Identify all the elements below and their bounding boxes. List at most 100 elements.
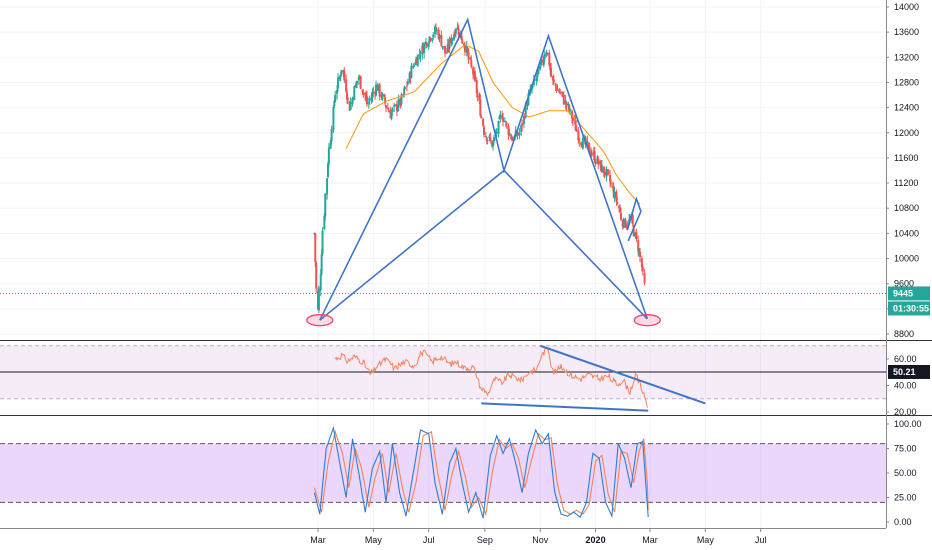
rsi-trend-line[interactable]	[481, 402, 649, 412]
candle-body	[367, 102, 370, 104]
candle-body	[453, 34, 456, 40]
highlight-ellipse[interactable]	[306, 314, 334, 327]
candle-body	[357, 76, 360, 80]
rsi-pane[interactable]	[0, 344, 886, 412]
candle-body	[404, 87, 407, 89]
candle-body	[451, 37, 454, 43]
candle-body	[323, 215, 326, 230]
candle-body	[475, 80, 478, 94]
price-pane[interactable]	[0, 17, 886, 327]
candle-body	[543, 54, 546, 59]
price-tick-label: 13600	[894, 27, 919, 37]
pattern-line[interactable]	[319, 169, 648, 321]
candle-body	[339, 75, 342, 78]
stoch-tick-label: 25.00	[894, 493, 917, 503]
candle-body	[554, 83, 557, 86]
candle-body	[466, 47, 469, 54]
candle-body	[413, 65, 416, 67]
candle-body	[423, 43, 426, 54]
candle-body	[558, 89, 561, 93]
stoch-tick-label: 100.00	[894, 419, 922, 429]
candle-body	[406, 81, 409, 85]
candle-body	[334, 94, 337, 102]
time-tick-label: Jul	[423, 535, 435, 545]
candle-body	[470, 59, 473, 67]
candle-body	[333, 100, 336, 106]
price-tick-label: 10400	[894, 228, 919, 238]
candle-body	[371, 92, 374, 99]
candle-body	[463, 45, 466, 52]
last-price-badge	[888, 286, 930, 301]
price-tick-label: 9600	[894, 279, 914, 289]
candle-body	[405, 85, 408, 87]
time-tick-label: Sep	[477, 535, 493, 545]
candle-body	[616, 202, 619, 204]
candle-body	[384, 97, 387, 104]
candle-body	[478, 96, 481, 101]
candle-body	[442, 46, 445, 48]
highlight-ellipse[interactable]	[633, 314, 661, 327]
candle-body	[402, 94, 405, 96]
candle-body	[317, 288, 320, 311]
time-tick-label: May	[697, 535, 715, 545]
candle-body	[561, 91, 564, 94]
candle-body	[605, 169, 608, 177]
price-tick-label: 8800	[894, 329, 914, 339]
candle-body	[577, 131, 580, 141]
stoch-band	[0, 443, 886, 503]
candle-body	[639, 251, 642, 257]
candle-body	[368, 99, 371, 101]
candle-body	[559, 91, 562, 94]
grid	[0, 0, 886, 528]
stoch-axis[interactable]: 100.00 75.00 50.00 25.00 0.00	[886, 419, 922, 527]
candle-body	[508, 132, 511, 135]
price-axis[interactable]: 14000 13600 13200 12800 12400 12000 11600 11200…	[886, 2, 919, 339]
candle-body	[482, 118, 485, 126]
candle-body	[619, 207, 622, 212]
candle-body	[602, 166, 605, 174]
candle-body	[615, 191, 618, 202]
candle-body	[395, 103, 398, 111]
candle-body	[499, 114, 502, 118]
candle-body	[570, 111, 573, 119]
rsi-trend-line[interactable]	[539, 344, 706, 405]
candle-body	[365, 96, 368, 105]
candle-body	[567, 104, 570, 106]
candle-body	[321, 230, 324, 255]
candle-body	[416, 54, 419, 66]
candle-body	[427, 43, 430, 48]
candle-body	[524, 103, 527, 118]
stoch-rsi-pane[interactable]	[0, 425, 886, 519]
pattern-line[interactable]	[626, 196, 642, 242]
candle-body	[396, 107, 399, 112]
candle-body	[403, 88, 406, 95]
candle-body	[552, 79, 555, 83]
rsi-axis[interactable]: 60.00 40.00 20.00	[886, 354, 917, 417]
candle-body	[492, 142, 495, 147]
candle-body	[498, 116, 501, 120]
candle-body	[501, 115, 504, 119]
candle-body	[533, 79, 536, 81]
candle-body	[418, 54, 421, 56]
candle-body	[485, 137, 488, 141]
candle-body	[431, 38, 434, 41]
candle-body	[505, 123, 508, 126]
countdown-badge-text: 01:30:55	[893, 303, 929, 313]
rsi-tick-label: 20.00	[894, 407, 917, 417]
candle-body	[460, 30, 463, 40]
candle-body	[626, 224, 629, 226]
candle-body	[476, 93, 479, 98]
candle-body	[326, 178, 329, 195]
stoch-tick-label: 75.00	[894, 444, 917, 454]
candle-body	[349, 102, 352, 110]
candle-body	[574, 119, 577, 131]
candle-body	[502, 117, 505, 122]
candle-body	[437, 29, 440, 39]
pattern-line[interactable]	[319, 17, 649, 321]
candle-body	[443, 45, 446, 53]
time-axis[interactable]: Mar May Jul Sep Nov 2020 Mar May Jul	[310, 528, 766, 545]
candle-body	[429, 38, 432, 41]
candle-body	[456, 26, 459, 30]
candle-body	[438, 34, 441, 39]
